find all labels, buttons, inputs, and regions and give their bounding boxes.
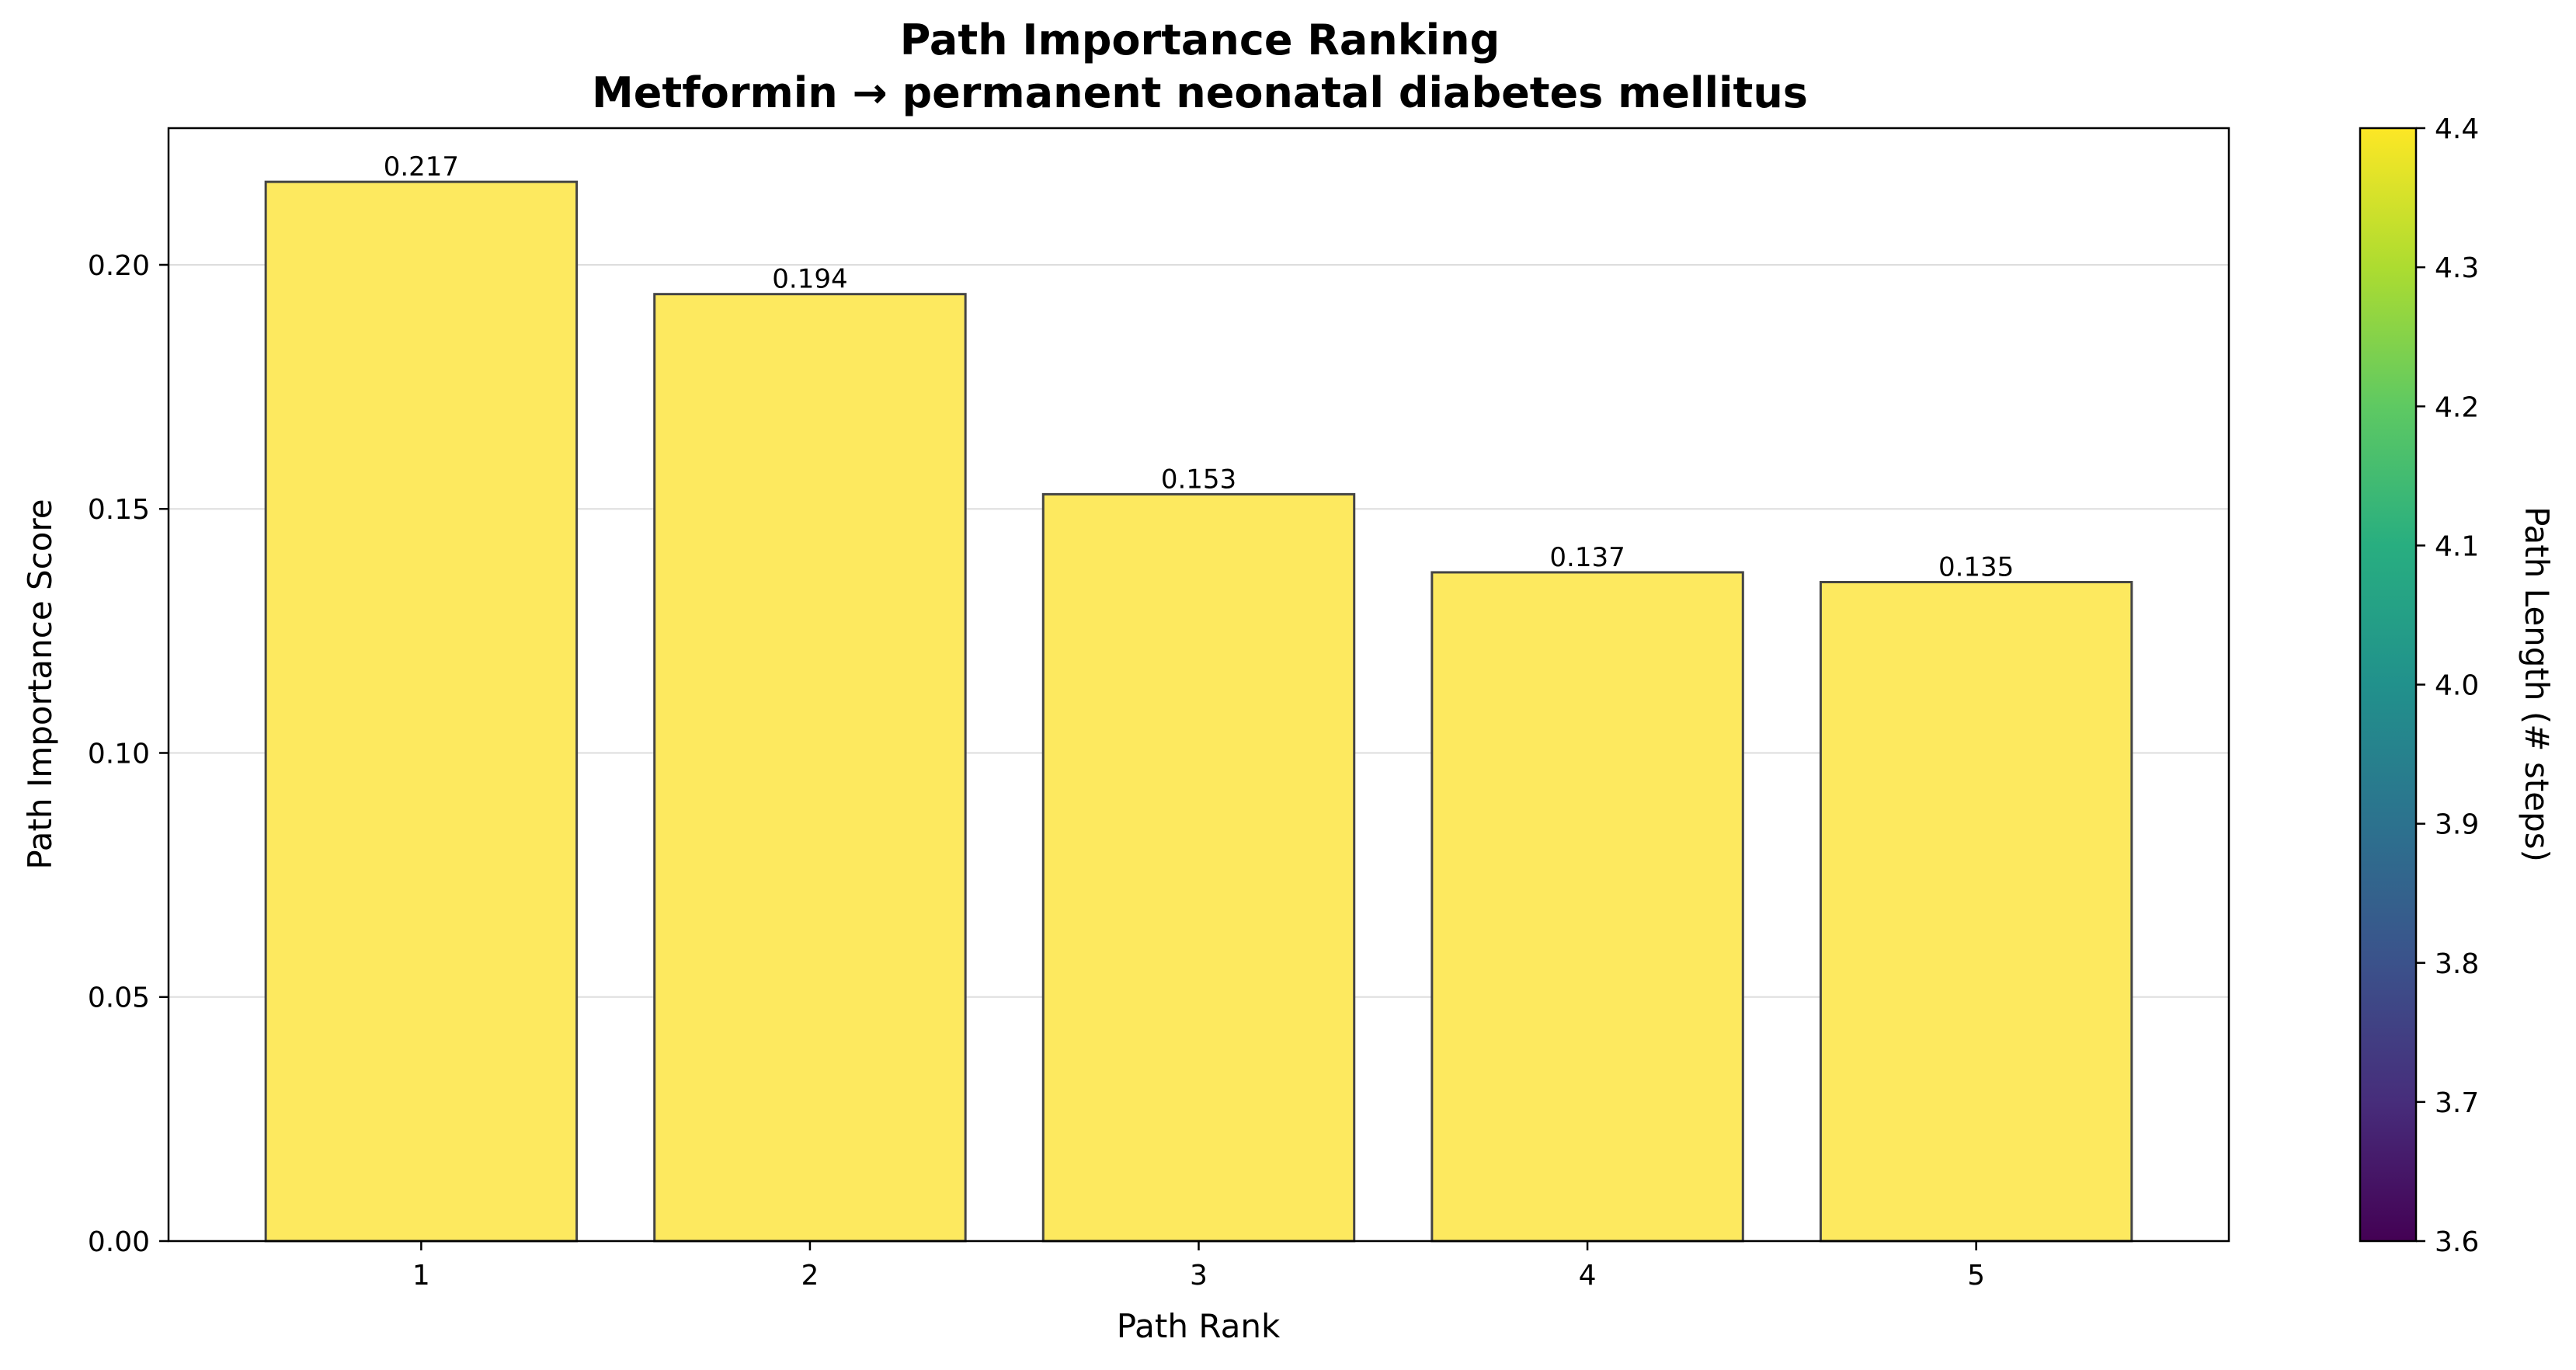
y-tick-label: 0.15 [88,494,150,526]
bar [1819,581,2133,1243]
bar [1431,571,1744,1243]
colorbar-tick-label: 4.4 [2435,113,2479,145]
y-tick-label: 0.05 [88,982,150,1014]
colorbar-label: Path Length (# steps) [2518,506,2556,862]
y-axis-ticks: 0.00 0.05 0.10 0.15 0.20 [88,250,169,1258]
bars [264,180,2133,1243]
colorbar-tick-label: 3.9 [2435,809,2479,841]
colorbar-tick-label: 4.1 [2435,530,2479,562]
colorbar-tick-label: 4.3 [2435,252,2479,284]
data-label: 0.137 [1549,542,1625,573]
x-tick-label: 3 [1190,1260,1208,1292]
data-label: 0.135 [1938,552,2014,583]
chart-title: Path Importance Ranking [900,16,1500,64]
colorbar-tick-label: 3.7 [2435,1087,2479,1119]
bar [264,180,579,1243]
x-tick-label: 5 [1967,1260,1985,1292]
colorbar-tick-label: 3.6 [2435,1226,2479,1258]
y-axis-label: Path Importance Score [21,499,59,869]
x-tick-label: 4 [1579,1260,1597,1292]
y-tick-label: 0.20 [88,250,150,282]
x-axis-ticks: 1 2 3 4 5 [412,1241,1985,1292]
x-tick-label: 2 [801,1260,819,1292]
colorbar-tick-label: 4.0 [2435,670,2479,702]
chart-subtitle: Metformin → permanent neonatal diabetes … [592,68,1808,117]
data-label: 0.217 [384,151,459,183]
x-axis-label: Path Rank [1117,1307,1281,1345]
y-tick-label: 0.00 [88,1226,150,1258]
x-tick-label: 1 [412,1260,430,1292]
colorbar-tick-label: 4.2 [2435,391,2479,423]
y-tick-label: 0.10 [88,738,150,770]
data-label: 0.153 [1161,464,1236,495]
colorbar-ticks: 3.6 3.7 3.8 3.9 4.0 4.1 4.2 4.3 4.4 [2416,113,2479,1258]
bar [1041,492,1356,1243]
colorbar-tick-label: 3.8 [2435,948,2479,980]
colorbar [2359,127,2418,1243]
bar [653,293,967,1243]
data-label: 0.194 [772,264,847,295]
data-labels: 0.217 0.194 0.153 0.137 0.135 [384,151,2015,582]
